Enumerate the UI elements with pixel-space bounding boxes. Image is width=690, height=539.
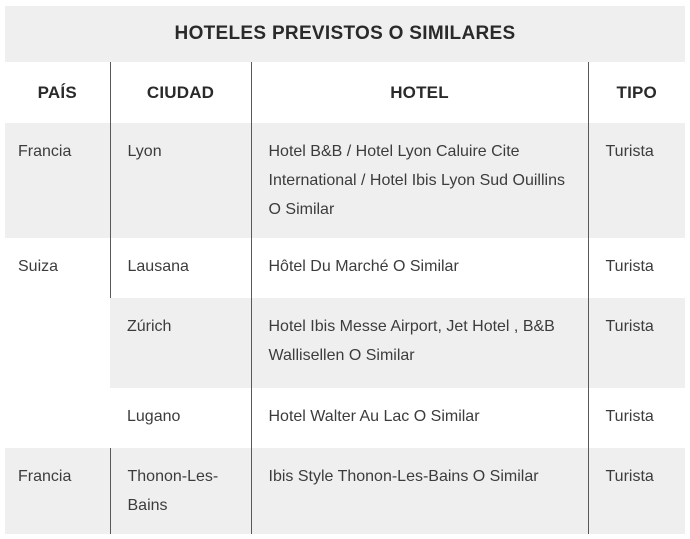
cell-pais: Francia (5, 123, 110, 238)
cell-ciudad: Zúrich (110, 298, 251, 388)
cell-tipo: Turista (587, 238, 685, 298)
cell-hotel: Hôtel Du Marché O Similar (250, 238, 588, 298)
cell-tipo: Turista (587, 388, 685, 448)
cell-tipo: Turista (587, 298, 685, 388)
cell-pais-empty (5, 298, 110, 388)
cell-hotel: Hotel Walter Au Lac O Similar (250, 388, 588, 448)
cell-ciudad: Lausana (109, 238, 251, 298)
column-header-ciudad: CIUDAD (109, 62, 251, 123)
column-header-hotel: HOTEL (250, 62, 588, 123)
cell-tipo: Turista (587, 123, 685, 238)
column-header-tipo: TIPO (587, 62, 685, 123)
table-title-band: HOTELES PREVISTOS O SIMILARES (5, 6, 685, 62)
table-row: Francia Lyon Hotel B&B / Hotel Lyon Calu… (5, 123, 685, 238)
cell-hotel: Hotel Ibis Messe Airport, Jet Hotel , B&… (250, 298, 588, 388)
cell-tipo: Turista (587, 448, 685, 534)
cell-hotel: Hotel B&B / Hotel Lyon Caluire Cite Inte… (250, 123, 588, 238)
table-row: Lugano Hotel Walter Au Lac O Similar Tur… (5, 388, 685, 448)
hotels-table-area: HOTELES PREVISTOS O SIMILARES PAÍS CIUDA… (5, 6, 685, 534)
table-row: Suiza Lausana Hôtel Du Marché O Similar … (5, 238, 685, 298)
cell-pais: Francia (5, 448, 110, 534)
page-title: HOTELES PREVISTOS O SIMILARES (174, 23, 516, 44)
table-header-row: PAÍS CIUDAD HOTEL TIPO (5, 62, 685, 123)
hotels-table: PAÍS CIUDAD HOTEL TIPO Francia Lyon Hote… (5, 62, 685, 534)
table-row: Francia Thonon-Les-Bains Ibis Style Thon… (5, 448, 685, 534)
cell-ciudad: Lugano (110, 388, 251, 448)
cell-ciudad: Lyon (109, 123, 251, 238)
cell-ciudad: Thonon-Les-Bains (109, 448, 251, 534)
table-row: Zúrich Hotel Ibis Messe Airport, Jet Hot… (5, 298, 685, 388)
column-header-pais: PAÍS (5, 62, 110, 123)
cell-pais-empty (5, 388, 110, 448)
cell-pais: Suiza (5, 238, 110, 298)
cell-hotel: Ibis Style Thonon-Les-Bains O Similar (250, 448, 588, 534)
